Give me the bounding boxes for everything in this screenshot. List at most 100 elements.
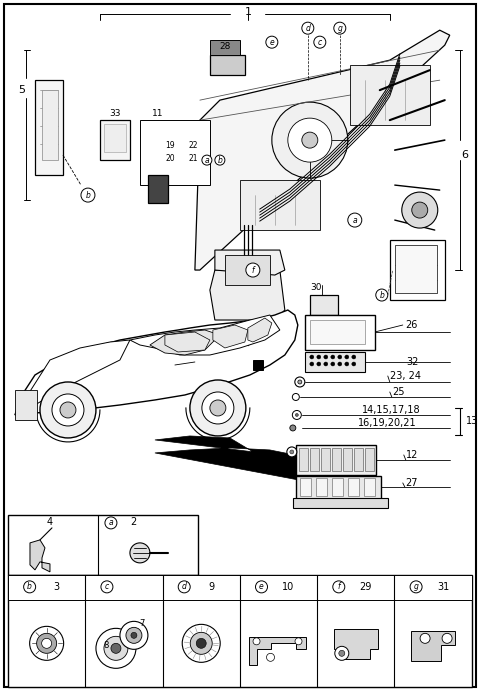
Text: 30: 30 — [310, 283, 321, 292]
Text: 19: 19 — [165, 140, 175, 150]
Bar — [293, 498, 388, 508]
Circle shape — [215, 155, 225, 165]
Text: 3: 3 — [54, 582, 60, 592]
Text: 21: 21 — [188, 153, 198, 162]
Bar — [35, 80, 63, 175]
Circle shape — [126, 627, 142, 643]
Text: d: d — [305, 23, 310, 32]
Circle shape — [196, 638, 206, 648]
Bar — [253, 360, 263, 370]
Circle shape — [339, 650, 345, 656]
Circle shape — [24, 581, 36, 593]
Bar — [316, 478, 327, 496]
Bar — [332, 478, 343, 496]
Circle shape — [96, 628, 136, 668]
Circle shape — [295, 413, 299, 417]
Text: 22: 22 — [188, 140, 198, 150]
Text: 8: 8 — [103, 641, 108, 650]
Text: a: a — [352, 216, 357, 225]
Circle shape — [101, 581, 113, 593]
Circle shape — [331, 362, 335, 366]
Bar — [310, 295, 338, 315]
Bar — [104, 124, 126, 152]
Polygon shape — [248, 318, 272, 342]
Text: 20: 20 — [165, 153, 175, 162]
Circle shape — [246, 263, 260, 277]
Polygon shape — [215, 250, 285, 275]
Polygon shape — [15, 340, 130, 415]
Bar — [305, 315, 375, 350]
Circle shape — [292, 410, 301, 419]
Text: 9: 9 — [208, 582, 215, 592]
Polygon shape — [150, 330, 220, 355]
Bar — [321, 448, 330, 471]
Bar — [8, 515, 198, 575]
Circle shape — [30, 626, 64, 661]
Circle shape — [131, 632, 137, 638]
Circle shape — [266, 36, 278, 48]
Circle shape — [314, 36, 326, 48]
Circle shape — [298, 380, 302, 384]
Polygon shape — [155, 436, 360, 485]
Circle shape — [40, 382, 96, 438]
Bar — [140, 120, 210, 185]
Polygon shape — [210, 270, 285, 320]
Circle shape — [210, 400, 226, 416]
Text: 28: 28 — [219, 41, 230, 50]
Bar — [310, 448, 319, 471]
Circle shape — [111, 643, 121, 653]
Circle shape — [345, 355, 349, 359]
Circle shape — [182, 625, 220, 662]
Circle shape — [202, 392, 234, 424]
Circle shape — [42, 638, 52, 648]
Circle shape — [104, 636, 128, 661]
Bar — [210, 40, 240, 55]
Text: 12: 12 — [406, 450, 418, 460]
Text: f: f — [337, 583, 340, 591]
Text: 13: 13 — [466, 416, 478, 426]
Circle shape — [376, 289, 388, 301]
Circle shape — [190, 632, 212, 654]
Polygon shape — [30, 540, 50, 572]
Circle shape — [317, 355, 321, 359]
Circle shape — [331, 355, 335, 359]
Bar — [15, 390, 37, 420]
Bar — [8, 575, 472, 687]
Polygon shape — [213, 325, 248, 348]
Text: a: a — [108, 518, 113, 527]
Circle shape — [105, 517, 117, 529]
Text: 27: 27 — [405, 478, 417, 488]
Circle shape — [348, 213, 362, 227]
Circle shape — [60, 402, 76, 418]
Text: b: b — [379, 290, 384, 299]
Text: 31: 31 — [437, 582, 449, 592]
Text: f: f — [252, 265, 254, 274]
Text: c: c — [318, 38, 322, 47]
Text: b: b — [27, 583, 32, 591]
Circle shape — [317, 362, 321, 366]
Circle shape — [266, 653, 275, 661]
Text: 5: 5 — [19, 85, 25, 95]
Text: c: c — [105, 583, 109, 591]
Text: 33: 33 — [109, 108, 120, 117]
Circle shape — [324, 355, 328, 359]
Text: 29: 29 — [360, 582, 372, 592]
Circle shape — [402, 192, 438, 228]
Text: 11: 11 — [152, 108, 164, 117]
Bar — [299, 448, 308, 471]
Circle shape — [202, 155, 212, 165]
Polygon shape — [334, 630, 378, 659]
Text: 32: 32 — [407, 357, 419, 367]
Bar — [354, 448, 363, 471]
Circle shape — [295, 377, 305, 387]
Bar — [310, 320, 365, 344]
Polygon shape — [195, 30, 450, 270]
Circle shape — [130, 543, 150, 563]
Circle shape — [345, 362, 349, 366]
Bar — [343, 448, 352, 471]
Text: e: e — [269, 38, 274, 47]
Text: g: g — [414, 583, 419, 591]
Bar — [225, 255, 270, 285]
Polygon shape — [165, 332, 210, 352]
Polygon shape — [130, 315, 280, 355]
